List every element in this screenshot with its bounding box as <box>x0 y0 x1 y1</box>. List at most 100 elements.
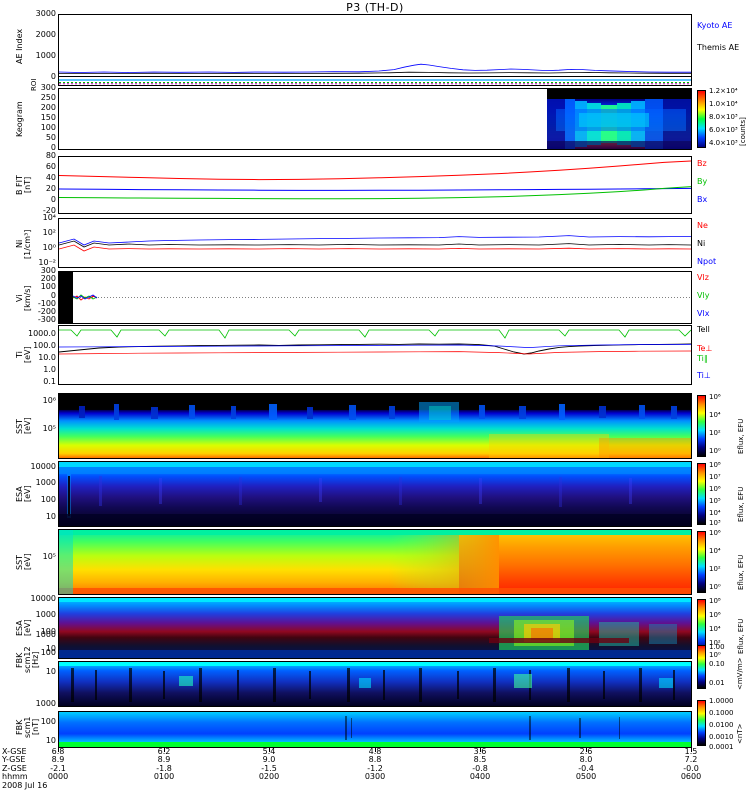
colorbar-tick: 10² <box>709 429 721 437</box>
axis-value: 4.8 <box>368 747 382 756</box>
ytick: 10000 <box>30 594 56 603</box>
legend-bz: Bz <box>697 159 707 168</box>
fbk-e-ytick-group: 1000 100 10 <box>0 631 56 684</box>
esa-electron-colorbar <box>697 463 706 525</box>
keogram-ytick-group: 300 250 200 150 100 50 0 <box>0 84 56 152</box>
x-axis-annotation-table: X-GSE 6.8 6.2 5.4 4.8 3.6 2.6 1.5 Y-GSE 8.9 8.9… <box>0 747 750 789</box>
axis-row: hhmm 0000 0100 0200 0300 0400 0500 0600 <box>0 772 750 782</box>
colorbar-title: [counts] <box>739 117 747 146</box>
colorbar-title: <mV/m> <box>736 657 744 690</box>
temperature-plot <box>59 329 691 355</box>
vi-velocity-plot <box>59 272 691 323</box>
axis-value: 2.6 <box>579 747 593 756</box>
ytick: 300 <box>40 83 56 92</box>
axis-value: 0100 <box>153 772 175 782</box>
colorbar-tick: 10⁴ <box>709 411 721 419</box>
ytick: 300 <box>40 266 56 275</box>
ytick: 40 <box>45 173 56 182</box>
axis-value: 0300 <box>364 772 386 782</box>
ytick: 2000 <box>35 30 56 39</box>
colorbar-tick: 0.0010 <box>709 733 734 741</box>
axis-value: 6.8 <box>51 747 65 756</box>
b-fit-plot <box>59 160 691 200</box>
ae-index-ytick-group: 3000 2000 1000 0 <box>0 10 56 81</box>
ni-density-plot <box>59 235 691 252</box>
legend-te-perp: Te⊥ <box>697 344 713 353</box>
colorbar-title: <nT> <box>736 723 744 744</box>
ytick: 1000 <box>35 699 56 708</box>
bfit-ytick-group: 80 60 40 20 0 -20 <box>0 152 56 215</box>
colorbar-tick: 0.10 <box>709 660 725 668</box>
fbk-b-axis-label: FBK scm1 [nT] <box>15 716 40 738</box>
ytick: -20 <box>42 206 56 215</box>
colorbar-tick: 0.01 <box>709 679 725 687</box>
ae-index-plot <box>59 63 691 74</box>
ytick: 50 <box>45 133 56 142</box>
ytick: 100 <box>40 123 56 132</box>
sst-i-ytick-group: 10⁵ <box>0 529 56 595</box>
panel-esa-electron <box>58 461 692 527</box>
axis-value: -1.8 <box>156 763 172 773</box>
ytick: 60 <box>45 162 56 171</box>
ytick: 100 <box>40 648 56 657</box>
keogram-axis-label: Keogram <box>15 101 24 137</box>
axis-value: 8.9 <box>51 755 65 765</box>
ytick: 10⁵ <box>42 424 56 433</box>
ytick: 0 <box>50 291 56 300</box>
ytick: -200 <box>37 307 56 316</box>
ytick: 100 <box>40 627 56 636</box>
colorbar-tick: 10⁴ <box>709 625 721 633</box>
axis-value: 8.8 <box>368 755 382 765</box>
x-axis-tick <box>164 748 165 752</box>
axis-value: 6.2 <box>157 747 171 756</box>
keogram-colorbar <box>697 90 706 148</box>
panel-temperature <box>58 325 692 385</box>
ytick: 0 <box>50 143 56 152</box>
ytick: 200 <box>40 274 56 283</box>
axis-row-label: Z-GSE <box>2 763 27 773</box>
sst-e-axis-label: SST [eV] <box>15 417 32 435</box>
ytick: 20 <box>45 184 56 193</box>
sst-ion-spectrogram <box>59 530 691 594</box>
colorbar-tick: 10⁸ <box>709 461 721 469</box>
esa-e-axis-label: ESA [eV] <box>15 485 32 503</box>
ytick: -100 <box>37 299 56 308</box>
colorbar-tick: 10⁶ <box>709 529 721 537</box>
axis-row-label: X-GSE <box>2 747 27 756</box>
panel-keogram <box>58 88 692 150</box>
colorbar-tick: 1.0×10⁴ <box>709 100 738 108</box>
ytick: 100.0 <box>33 341 56 350</box>
ytick: 10⁰ <box>42 243 56 252</box>
ni-ytick-group: 10⁴ 10² 10⁰ 10⁻² <box>0 214 56 268</box>
x-axis-tick <box>480 748 481 752</box>
axis-row-label: Y-GSE <box>2 755 26 765</box>
colorbar-tick: 10² <box>709 565 721 573</box>
ytick: 10000 <box>30 462 56 471</box>
legend-kyoto-ae: Kyoto AE <box>697 21 733 30</box>
panel-fbk-efield <box>58 661 692 707</box>
panel-roi <box>58 76 692 86</box>
temp-ytick-group: 1000.0 100.0 10.0 1.0 0.1 <box>0 325 56 386</box>
axis-value: 7.2 <box>684 755 698 765</box>
esa-ion-spectrogram <box>59 598 691 658</box>
colorbar-tick: 10⁶ <box>709 485 721 493</box>
ytick: 0 <box>50 195 56 204</box>
colorbar-tick: 10⁰ <box>709 583 721 591</box>
axis-value: 0400 <box>469 772 491 782</box>
colorbar-tick: 10² <box>709 639 721 647</box>
ytick: 0 <box>50 72 56 81</box>
sst-ion-colorbar <box>697 531 706 593</box>
x-axis-tick <box>58 748 59 752</box>
x-axis-tick-marks <box>58 748 692 752</box>
colorbar-tick: 10⁷ <box>709 473 721 481</box>
legend-ti-perp: Ti⊥ <box>697 371 711 380</box>
ytick: 200 <box>40 103 56 112</box>
ytick: 1.0 <box>43 365 56 374</box>
ytick: 1000 <box>35 478 56 487</box>
temp-axis-label: Ti [eV] <box>15 346 32 364</box>
ytick: 10² <box>42 228 56 237</box>
axis-row: Y-GSE 8.9 8.9 9.0 8.8 8.5 8.0 7.2 <box>0 755 750 765</box>
legend-themis-ae: Themis AE <box>697 43 740 52</box>
colorbar-title: Eflux, EFU <box>737 554 745 590</box>
colorbar-title: Eflux, EFU <box>737 486 745 522</box>
